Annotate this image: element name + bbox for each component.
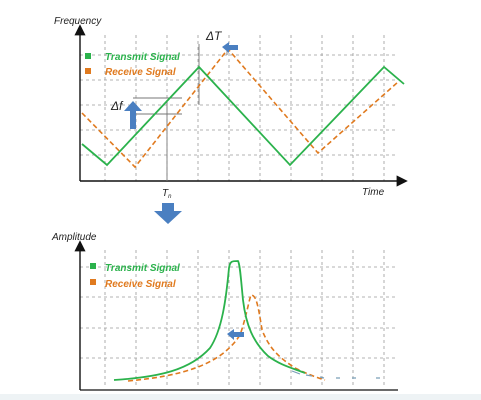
arrow-left-icon (222, 42, 238, 53)
transmit-signal-line (81, 65, 405, 167)
legend-receive-label: Receive Signal (105, 279, 176, 290)
legend-transmit-label: Transmit Signal (105, 263, 180, 274)
legend-receive-swatch (85, 68, 91, 74)
bottom-strip (0, 394, 481, 400)
delta-t-label: ΔT (205, 29, 223, 43)
top-chart: Transmit Signal Receive Signal Frequency… (54, 16, 408, 200)
arrow-up-icon (124, 101, 142, 129)
legend-transmit-swatch (90, 263, 96, 269)
delta-f-label: Δf (110, 99, 124, 113)
arrow-left-icon (227, 329, 244, 340)
arrow-down-icon (154, 203, 182, 224)
legend-transmit-swatch (85, 53, 91, 59)
response-tail-dotted (291, 370, 380, 379)
top-chart-grid (80, 35, 395, 181)
bottom-chart: Transmit Signal Receive Signal Amplitude (51, 232, 398, 391)
top-x-axis-label: Time (362, 187, 385, 198)
bottom-y-axis-label: Amplitude (51, 232, 97, 243)
transmit-response-curve (113, 260, 306, 381)
legend-receive-label: Receive Signal (105, 67, 176, 78)
receive-response-curve (127, 294, 326, 382)
legend-transmit-label: Transmit Signal (105, 52, 180, 63)
top-y-axis-label: Frequency (54, 16, 102, 27)
tn-label: Tn (162, 188, 172, 200)
legend-receive-swatch (90, 279, 96, 285)
bottom-chart-grid (80, 250, 395, 388)
